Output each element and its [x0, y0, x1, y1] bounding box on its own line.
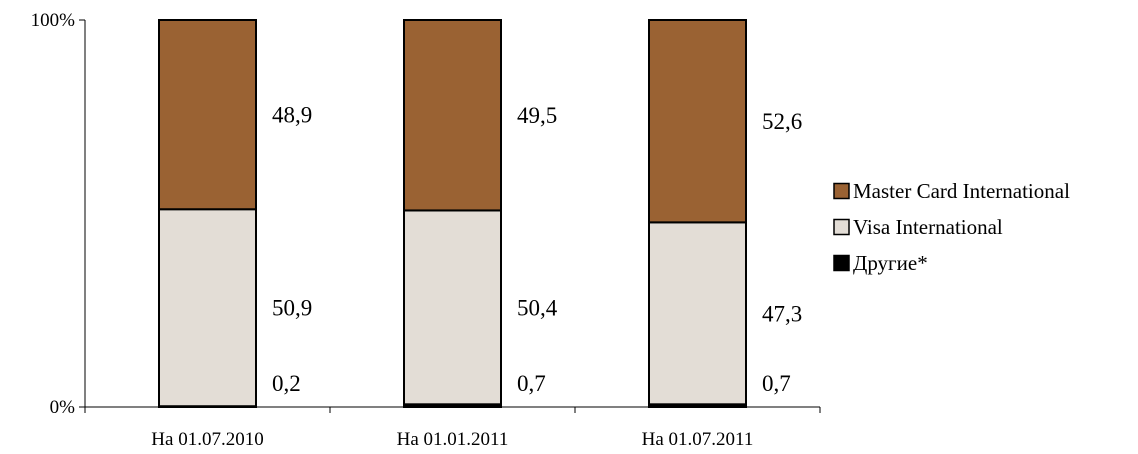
legend: Master Card International Visa Internatio…	[833, 179, 1070, 275]
bar-segment-1-1	[403, 209, 502, 406]
bar-segment-1-0	[158, 208, 257, 408]
bars-layer	[158, 19, 747, 409]
legend-label-2: Другие*	[853, 251, 928, 275]
bar-segment-2-1	[403, 19, 502, 212]
x-tick-label-1: На 01.01.2011	[397, 429, 509, 450]
data-label-2-2: 52,6	[762, 109, 802, 134]
bar-segment-2-0	[158, 19, 257, 211]
data-label-1-0: 50,9	[272, 296, 312, 321]
data-label-1-1: 50,4	[517, 295, 558, 320]
data-label-2-0: 48,9	[272, 103, 312, 128]
data-label-1-2: 47,3	[762, 301, 802, 326]
legend-label-1: Visa International	[853, 215, 1003, 239]
legend-swatch-1	[833, 218, 850, 236]
data-label-2-1: 49,5	[517, 103, 557, 128]
data-label-0-2: 0,7	[762, 371, 791, 396]
y-tick-label-1: 100%	[31, 10, 76, 31]
bar-segment-2-2	[648, 19, 747, 224]
axes-layer: 0% 100% На 01.07.2010 На 01.01.2011 На 01.07…	[31, 10, 821, 450]
bar-segment-1-2	[648, 221, 747, 406]
data-label-0-1: 0,7	[517, 371, 546, 396]
legend-swatch-0	[833, 182, 850, 200]
legend-label-0: Master Card International	[853, 179, 1070, 203]
labels-layer: 0,2 50,9 48,9 0,7 50,4 49,5 0,7 47,3 52,6	[272, 103, 802, 396]
data-label-0-0: 0,2	[272, 371, 301, 396]
legend-swatch-2	[833, 254, 850, 272]
x-tick-label-0: На 01.07.2010	[151, 429, 263, 450]
x-tick-label-2: На 01.07.2011	[642, 429, 754, 450]
y-tick-label-0: 0%	[50, 397, 76, 418]
